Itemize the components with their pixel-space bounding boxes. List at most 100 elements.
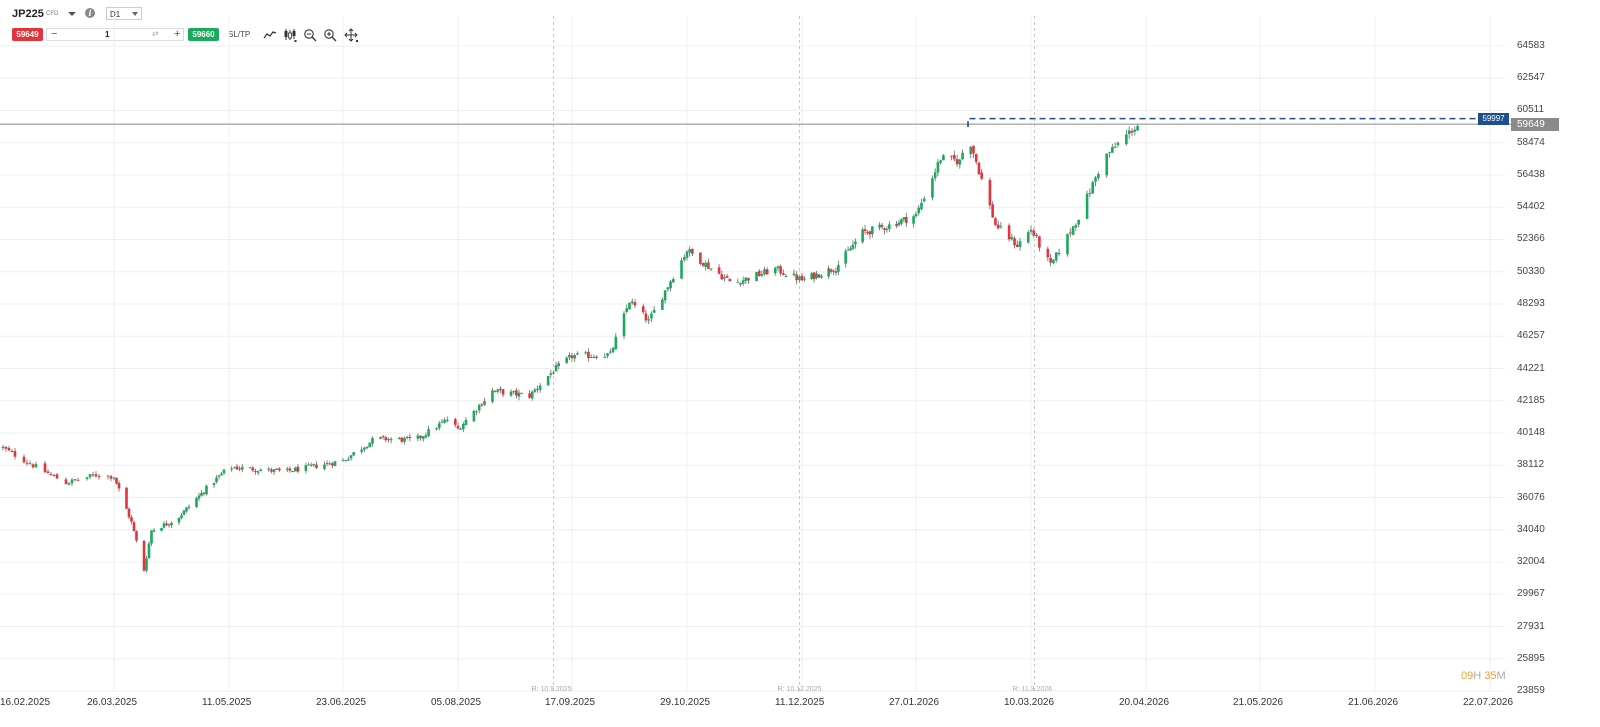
candles-icon[interactable] — [283, 28, 297, 42]
candle-body — [863, 229, 867, 232]
candle-body — [810, 273, 814, 280]
candle-body — [28, 463, 32, 465]
quantity-input[interactable]: 1 — [105, 30, 110, 39]
candle-body — [685, 251, 689, 258]
candle-body — [1038, 236, 1041, 248]
candle-body — [565, 357, 568, 363]
candle-body — [854, 241, 857, 245]
candle-body — [360, 449, 364, 452]
candle-body — [130, 517, 133, 522]
price-tick-label: 34040 — [1517, 523, 1545, 535]
candle-body — [980, 172, 984, 179]
candle-body — [205, 485, 208, 495]
countdown-hours: 09 — [1461, 670, 1474, 682]
candle-body — [666, 287, 670, 290]
candle-body — [182, 510, 186, 515]
candle-body — [419, 435, 422, 438]
candle-body — [763, 269, 766, 275]
candle-body — [1130, 130, 1134, 133]
candle-body — [622, 313, 626, 337]
sell-button[interactable]: 59649 — [12, 28, 43, 41]
candle-body — [1007, 225, 1011, 240]
zoom-out-icon[interactable] — [303, 28, 317, 42]
candle-body — [861, 229, 864, 243]
candle-body — [1105, 153, 1109, 176]
candle-body — [403, 437, 406, 442]
candle-body — [4, 446, 8, 449]
candle-body — [272, 469, 276, 472]
candle-body — [421, 436, 425, 439]
candle-body — [315, 464, 318, 468]
price-tick-label: 29967 — [1517, 588, 1545, 600]
candle-body — [672, 279, 675, 283]
date-tick-label: 27.01.2026 — [889, 697, 940, 708]
target-price-badge[interactable]: 59997 — [1478, 113, 1509, 125]
candle-body — [557, 363, 561, 367]
candle-body — [528, 393, 531, 398]
candle-body — [238, 468, 241, 470]
date-tick-label: 16.02.2025 — [0, 697, 51, 708]
candle-body — [1, 446, 5, 448]
instrument-dropdown-icon[interactable] — [68, 12, 76, 16]
candle-body — [832, 270, 835, 272]
candle-body — [1074, 225, 1078, 228]
candle-body — [728, 278, 732, 282]
candle-body — [464, 420, 468, 426]
buy-button[interactable]: 59660 — [188, 28, 219, 41]
candle-body — [185, 507, 188, 512]
candle-body — [880, 225, 884, 227]
candle-body — [254, 470, 257, 472]
candle-body — [953, 155, 956, 160]
candle-body — [1052, 259, 1055, 264]
candle-body — [520, 393, 523, 395]
candle-body — [958, 159, 962, 165]
candle-body — [755, 272, 758, 282]
candle-body — [270, 469, 273, 472]
candle-body — [1016, 244, 1019, 247]
countdown-minutes: 35 — [1484, 670, 1497, 682]
price-tick-label: 32004 — [1517, 555, 1545, 567]
candle-body — [389, 438, 393, 441]
candle-body — [800, 275, 804, 281]
zoom-in-icon[interactable] — [323, 28, 337, 42]
candle-body — [517, 392, 521, 397]
target-price-line — [967, 117, 1477, 128]
candle-body — [628, 302, 631, 310]
candle-body — [13, 450, 17, 457]
candle-body — [233, 467, 236, 469]
candle-body — [125, 487, 128, 509]
candle-body — [781, 273, 785, 275]
candle-body — [757, 271, 761, 276]
swap-icon[interactable]: ⇄ — [152, 29, 159, 38]
increase-quantity-button[interactable]: + — [174, 28, 181, 40]
candle-body — [844, 251, 847, 264]
sltp-button[interactable]: SL/TP — [228, 30, 251, 39]
candle-body — [1125, 134, 1128, 145]
price-tick-label: 62547 — [1517, 72, 1545, 84]
instrument-symbol[interactable]: JP225 — [12, 8, 44, 20]
candle-body — [117, 482, 121, 489]
candle-body — [278, 468, 281, 471]
candle-body — [792, 273, 796, 276]
candle-body — [135, 531, 138, 541]
candle-body — [977, 162, 981, 175]
crosshair-icon[interactable] — [344, 28, 358, 42]
candle-body — [127, 508, 131, 518]
quantity-stepper: − 1 ⇄ + — [46, 28, 184, 41]
rollover-label: R: 11.3.2026 — [1012, 686, 1053, 693]
candle-body — [52, 474, 56, 476]
timeframe-select[interactable]: D1 — [106, 7, 142, 20]
candle-body — [709, 268, 713, 270]
candle-body — [328, 463, 332, 465]
candle-body — [67, 483, 71, 485]
decrease-quantity-button[interactable]: − — [51, 28, 58, 40]
candle-body — [1108, 152, 1111, 154]
candle-body — [933, 172, 937, 179]
candlestick-series — [1, 123, 1139, 573]
candle-body — [1071, 226, 1075, 235]
line-chart-icon[interactable] — [263, 28, 277, 42]
candle-body — [988, 180, 992, 206]
candle-body — [150, 530, 153, 544]
info-icon[interactable]: i — [85, 8, 95, 18]
